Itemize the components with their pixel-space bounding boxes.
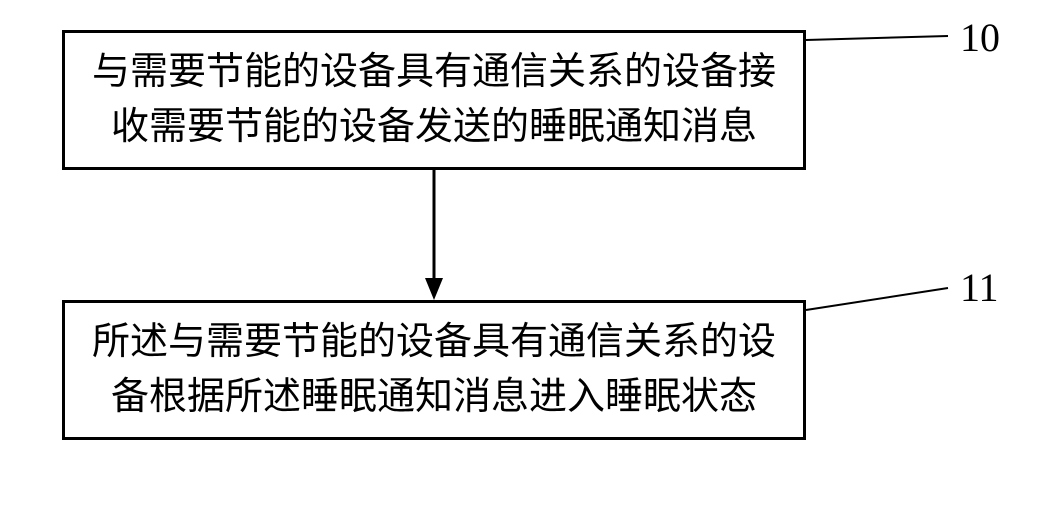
flow-node-text: 所述与需要节能的设备具有通信关系的设备根据所述睡眠通知消息进入睡眠状态 <box>89 315 779 425</box>
flow-node-text: 与需要节能的设备具有通信关系的设备接收需要节能的设备发送的睡眠通知消息 <box>89 45 779 155</box>
flow-node-label-step-10: 10 <box>960 14 1000 61</box>
flow-node-step-10: 与需要节能的设备具有通信关系的设备接收需要节能的设备发送的睡眠通知消息 <box>62 30 806 170</box>
leader-line-step-11 <box>804 286 950 312</box>
flow-node-step-11: 所述与需要节能的设备具有通信关系的设备根据所述睡眠通知消息进入睡眠状态 <box>62 300 806 440</box>
flowchart-canvas: 与需要节能的设备具有通信关系的设备接收需要节能的设备发送的睡眠通知消息 10 所述与… <box>0 0 1037 509</box>
flow-node-label-step-11: 11 <box>960 264 999 311</box>
flow-arrow-step-10-step-11 <box>414 170 454 300</box>
leader-line-step-10 <box>804 34 950 42</box>
